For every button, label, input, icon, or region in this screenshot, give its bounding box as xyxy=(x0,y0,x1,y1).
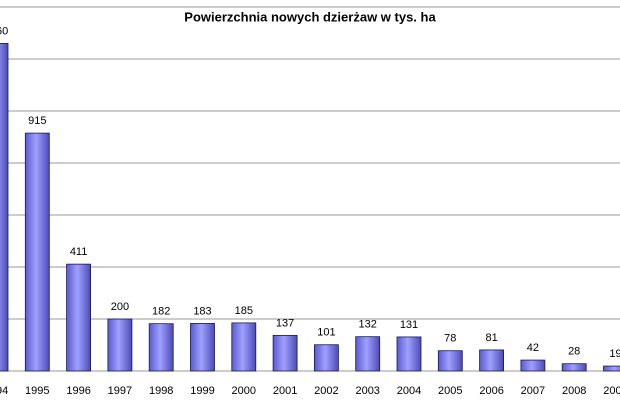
x-tick-label: 2000 xyxy=(232,385,256,397)
x-tick-label: 2008 xyxy=(562,385,586,397)
bar xyxy=(313,344,339,372)
value-label: 101 xyxy=(317,327,335,339)
x-tick-label: 1995 xyxy=(25,385,49,397)
bar xyxy=(603,365,620,372)
x-tick-label: 2005 xyxy=(438,385,462,397)
bar xyxy=(520,359,546,372)
bar xyxy=(107,318,133,372)
x-tick-label: 2002 xyxy=(314,385,338,397)
bar xyxy=(355,336,381,372)
x-tick-label: 2009 xyxy=(603,385,620,397)
bar xyxy=(148,323,174,372)
bar xyxy=(0,43,9,372)
value-label: 185 xyxy=(235,305,253,317)
x-tick-label: 1998 xyxy=(149,385,173,397)
value-label: 19 xyxy=(609,348,620,360)
bar xyxy=(24,132,50,372)
bar xyxy=(190,323,215,372)
bar xyxy=(396,336,422,372)
x-tick-label: 1994 xyxy=(0,385,8,397)
value-label: 915 xyxy=(28,115,46,127)
bar xyxy=(66,263,91,372)
value-label: 78 xyxy=(444,333,456,345)
x-tick-label: 2004 xyxy=(397,385,421,397)
chart-title: Powierzchnia nowych dzierżaw w tys. ha xyxy=(184,9,436,24)
bar xyxy=(437,350,463,372)
x-tick-label: 1996 xyxy=(66,385,90,397)
value-label: 182 xyxy=(152,306,170,318)
value-label: 183 xyxy=(193,305,211,317)
bar xyxy=(561,363,587,372)
value-label: 200 xyxy=(111,301,129,313)
x-tick-label: 2007 xyxy=(521,385,545,397)
value-label: 411 xyxy=(70,246,88,258)
x-tick-label: 1999 xyxy=(190,385,214,397)
value-label: 1260 xyxy=(0,25,8,37)
value-label: 81 xyxy=(485,332,497,344)
x-tick-label: 1997 xyxy=(108,385,132,397)
x-tick-label: 2003 xyxy=(355,385,379,397)
x-tick-label: 2006 xyxy=(479,385,503,397)
value-label: 28 xyxy=(568,346,580,358)
value-label: 132 xyxy=(359,319,377,331)
value-label: 131 xyxy=(400,319,418,331)
value-label: 137 xyxy=(276,317,294,329)
value-label: 42 xyxy=(527,342,539,354)
x-tick-label: 2001 xyxy=(273,385,297,397)
bar xyxy=(272,334,298,372)
bar xyxy=(231,322,257,372)
bar xyxy=(479,349,505,372)
